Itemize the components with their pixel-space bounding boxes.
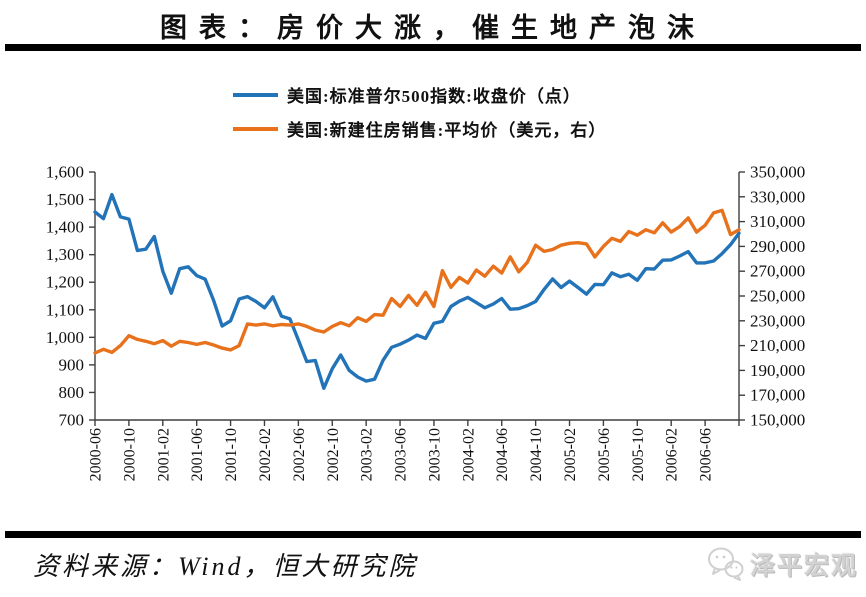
svg-text:2005-10: 2005-10 <box>630 428 647 481</box>
top-divider <box>5 44 861 51</box>
legend-item-sp500: 美国:标准普尔500指数:收盘价（点） <box>233 85 606 106</box>
series-line <box>93 208 741 355</box>
svg-text:150,000: 150,000 <box>750 411 805 430</box>
svg-text:210,000: 210,000 <box>750 336 805 355</box>
svg-text:190,000: 190,000 <box>750 361 805 380</box>
svg-text:2001-10: 2001-10 <box>223 428 240 481</box>
svg-text:2000-06: 2000-06 <box>88 428 105 481</box>
logo: 泽平宏观 <box>707 546 858 582</box>
legend-label-home-price: 美国:新建住房销售:平均价（美元，右） <box>287 121 607 140</box>
logo-text: 泽平宏观 <box>749 553 858 580</box>
svg-text:2006-02: 2006-02 <box>664 428 681 481</box>
svg-text:1,100: 1,100 <box>46 300 84 319</box>
svg-text:2003-02: 2003-02 <box>359 428 376 481</box>
svg-text:1,600: 1,600 <box>46 163 84 182</box>
svg-text:2003-06: 2003-06 <box>393 428 410 481</box>
svg-text:230,000: 230,000 <box>750 311 805 330</box>
svg-text:330,000: 330,000 <box>750 187 805 206</box>
wechat-bubbles-icon <box>707 547 744 581</box>
chart-legend: 美国:标准普尔500指数:收盘价（点） 美国:新建住房销售:平均价（美元，右） <box>233 85 606 153</box>
svg-text:1,400: 1,400 <box>46 218 84 237</box>
svg-text:2003-10: 2003-10 <box>426 428 443 481</box>
legend-label-sp500: 美国:标准普尔500指数:收盘价（点） <box>287 87 581 106</box>
svg-text:290,000: 290,000 <box>750 237 805 256</box>
svg-text:2000-10: 2000-10 <box>121 428 138 481</box>
svg-text:2004-02: 2004-02 <box>460 428 477 481</box>
svg-text:170,000: 170,000 <box>750 386 805 405</box>
svg-text:2005-02: 2005-02 <box>562 428 579 481</box>
svg-text:1,300: 1,300 <box>46 245 84 264</box>
svg-text:2001-06: 2001-06 <box>189 428 206 481</box>
series-line <box>93 192 741 390</box>
svg-text:1,200: 1,200 <box>46 273 84 292</box>
svg-text:1,000: 1,000 <box>46 328 84 347</box>
svg-text:700: 700 <box>59 411 85 430</box>
svg-text:800: 800 <box>59 383 85 402</box>
svg-text:900: 900 <box>59 355 85 374</box>
svg-text:2002-06: 2002-06 <box>291 428 308 481</box>
svg-text:350,000: 350,000 <box>750 163 805 182</box>
svg-text:2004-10: 2004-10 <box>528 428 545 481</box>
svg-text:2006-06: 2006-06 <box>698 428 715 481</box>
svg-text:2005-06: 2005-06 <box>596 428 613 481</box>
sp500-line-swatch <box>233 92 278 97</box>
svg-text:2002-02: 2002-02 <box>257 428 274 481</box>
home-price-line-swatch <box>233 126 278 131</box>
svg-text:2001-02: 2001-02 <box>155 428 172 481</box>
page-title: 图表：房价大涨，催生地产泡沫 <box>160 13 706 43</box>
svg-text:270,000: 270,000 <box>750 262 805 281</box>
chart-canvas: 1,600 1,500 1,400 1,300 1,200 1,100 1,000 900 80… <box>46 163 806 482</box>
svg-text:250,000: 250,000 <box>750 287 805 306</box>
svg-text:2004-06: 2004-06 <box>494 428 511 481</box>
svg-text:2002-10: 2002-10 <box>325 428 342 481</box>
svg-text:1,500: 1,500 <box>46 190 84 209</box>
bottom-divider <box>5 531 861 538</box>
source-text: 资料来源：Wind，恒大研究院 <box>33 552 418 581</box>
svg-text:310,000: 310,000 <box>750 212 805 231</box>
legend-item-home-price: 美国:新建住房销售:平均价（美元，右） <box>233 119 607 140</box>
